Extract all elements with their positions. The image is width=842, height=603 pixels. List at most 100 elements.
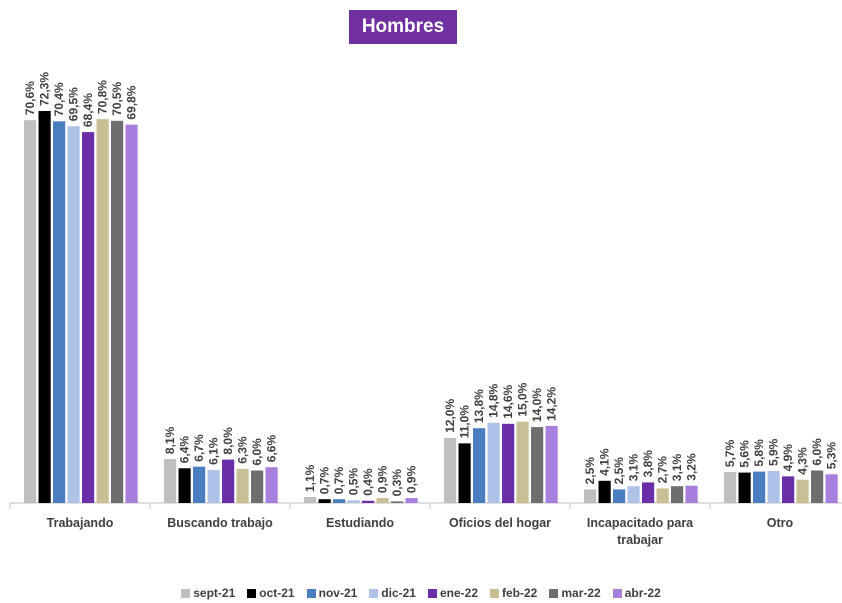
bar-dic-21-1 [207,469,220,503]
data-label: 2,5% [583,457,597,485]
data-label: 15,0% [516,382,530,416]
data-label: 5,6% [738,440,752,468]
bar-ene-22-5 [782,476,795,503]
data-label: 3,1% [627,454,641,482]
bar-abr-22-0 [125,124,138,503]
legend-label: ene-22 [439,586,479,600]
legend-swatch [306,588,316,598]
bar-sept-21-5 [724,472,737,503]
chart-legend: sept-21 oct-21 nov-21 dic-21 ene-22 feb-22 mar… [0,586,842,600]
data-label: 3,8% [641,450,655,478]
category-label: Buscando trabajo [167,516,273,530]
data-label: 8,0% [221,427,235,455]
data-label: 14,6% [501,384,515,418]
data-label: 0,9% [405,465,419,493]
bar-ene-22-2 [362,500,375,503]
data-label: 5,8% [752,439,766,467]
bar-nov-21-0 [53,121,66,504]
data-label: 8,1% [163,426,177,454]
bar-mar-22-1 [251,470,264,503]
bar-mar-22-3 [531,427,544,503]
legend-label: abr-22 [624,586,661,600]
data-label: 6,7% [192,434,206,462]
legend-label: mar-22 [561,586,601,600]
data-label: 0,7% [318,467,332,495]
bar-nov-21-5 [753,471,766,503]
legend-swatch [247,588,257,598]
data-label: 5,9% [767,438,781,466]
bar-dic-21-5 [767,471,780,503]
bar-oct-21-4 [598,480,611,503]
bar-dic-21-3 [487,422,500,503]
data-label: 0,3% [390,469,404,497]
data-label: 4,3% [796,447,810,475]
bar-feb-22-3 [516,421,529,503]
data-label: 2,5% [612,457,626,485]
data-label: 14,2% [545,387,559,421]
data-label: 6,3% [236,436,250,464]
bar-feb-22-5 [796,479,809,503]
data-label: 68,4% [81,93,95,127]
data-label: 70,4% [52,82,66,116]
legend-item-nov-21: nov-21 [306,586,358,600]
bar-abr-22-5 [825,474,838,503]
bar-nov-21-1 [193,466,206,503]
legend-swatch [549,588,559,598]
legend-item-feb-22: feb-22 [490,586,537,600]
data-label: 70,5% [110,81,124,115]
bar-feb-22-1 [236,468,249,503]
bar-sept-21-1 [164,459,177,503]
legend-swatch [612,588,622,598]
legend-label: nov-21 [318,586,358,600]
data-label: 72,3% [38,72,52,106]
legend-item-ene-22: ene-22 [427,586,479,600]
bar-feb-22-0 [96,119,109,503]
bar-oct-21-5 [738,472,751,503]
data-label: 0,7% [332,467,346,495]
data-label: 2,7% [656,456,670,484]
category-label: trabajar [617,533,663,547]
data-label: 3,2% [685,453,699,481]
data-label: 6,0% [810,438,824,466]
legend-label: dic-21 [381,586,416,600]
data-label: 0,9% [376,465,390,493]
bar-oct-21-1 [178,468,191,503]
data-label: 69,8% [125,85,139,119]
legend-swatch [427,588,437,598]
bar-dic-21-0 [67,126,80,503]
data-label: 13,8% [472,389,486,423]
legend-swatch [369,588,379,598]
data-label: 69,5% [67,87,81,121]
bar-dic-21-4 [627,486,640,503]
data-label: 0,5% [347,468,361,496]
data-label: 0,4% [361,468,375,496]
bar-ene-22-0 [82,132,95,503]
data-label: 11,0% [458,405,472,439]
bar-oct-21-0 [38,111,51,503]
bar-abr-22-4 [685,485,698,503]
bar-nov-21-3 [473,428,486,503]
bar-ene-22-4 [642,482,655,503]
data-label: 4,1% [598,448,612,476]
legend-item-sept-21: sept-21 [181,586,235,600]
data-label: 5,7% [723,439,737,467]
legend-label: oct-21 [259,586,295,600]
bar-ene-22-3 [502,423,515,503]
data-label: 14,8% [487,383,501,417]
data-label: 5,3% [825,442,839,470]
legend-label: feb-22 [502,586,538,600]
legend-swatch [490,588,500,598]
legend-swatch [181,588,191,598]
category-label: Estudiando [326,516,394,530]
bar-sept-21-3 [444,437,457,503]
category-label: Oficios del hogar [449,516,551,530]
data-label: 6,6% [265,435,279,463]
data-label: 12,0% [443,399,457,433]
chart-title: Hombres [349,10,457,44]
data-label: 4,9% [781,444,795,472]
bar-mar-22-4 [671,486,684,503]
legend-item-dic-21: dic-21 [369,586,416,600]
data-label: 14,0% [530,388,544,422]
bar-oct-21-2 [318,499,331,503]
